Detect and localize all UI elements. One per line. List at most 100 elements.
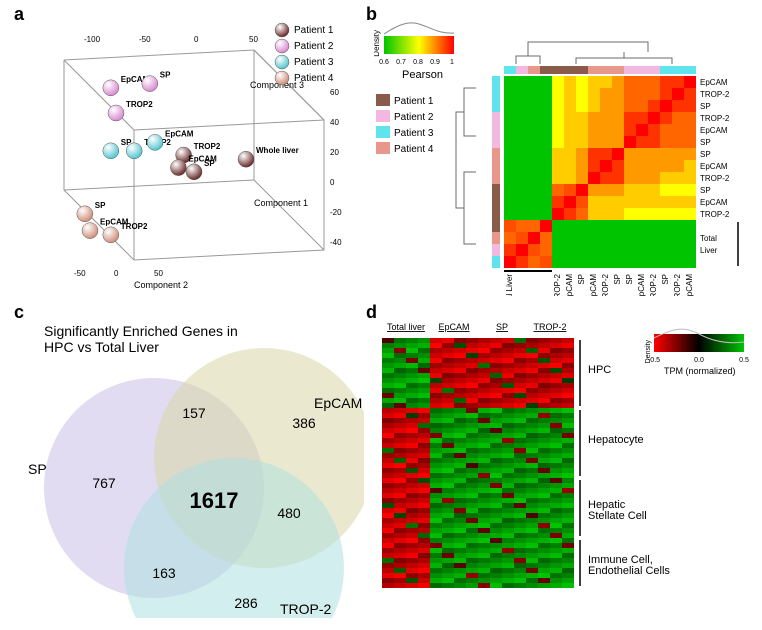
heatmap-cell — [660, 136, 672, 148]
expr-cell — [382, 543, 394, 548]
expr-cell — [466, 548, 478, 553]
heatmap-cell — [660, 196, 672, 208]
expr-cell — [502, 493, 514, 498]
heatmap-cell — [648, 76, 660, 88]
expr-cell — [466, 558, 478, 563]
heatmap-cell — [504, 160, 516, 172]
heatmap-cell — [612, 160, 624, 172]
row-patient-strip — [492, 172, 500, 184]
expr-cell — [514, 358, 526, 363]
expr-cell — [454, 383, 466, 388]
expr-cell — [406, 528, 418, 533]
expr-cell — [490, 418, 502, 423]
heatmap-cell — [528, 148, 540, 160]
heatmap-cell — [528, 112, 540, 124]
expr-cell — [550, 513, 562, 518]
expr-cell — [406, 428, 418, 433]
heatmap-cell — [648, 160, 660, 172]
expr-cell — [406, 383, 418, 388]
heatmap-cell — [648, 100, 660, 112]
expr-cell — [514, 493, 526, 498]
heatmap-cell — [600, 220, 612, 232]
heatmap-cell — [612, 100, 624, 112]
expr-cell — [418, 368, 430, 373]
expr-cell — [550, 583, 562, 588]
expr-cell — [442, 508, 454, 513]
expr-cell — [478, 493, 490, 498]
heatmap-cell — [504, 76, 516, 88]
patient-label: Patient 4 — [394, 144, 434, 155]
expr-cell — [514, 413, 526, 418]
expr-cell — [418, 423, 430, 428]
expr-cell — [406, 358, 418, 363]
legend-label: Patient 1 — [294, 25, 334, 36]
expr-cell — [490, 488, 502, 493]
expr-cell — [526, 508, 538, 513]
heatmap-cell — [672, 208, 684, 220]
expr-cell — [538, 578, 550, 583]
expr-cell — [526, 468, 538, 473]
expr-cell — [442, 463, 454, 468]
heatmap-cell — [540, 148, 552, 160]
expr-cell — [406, 468, 418, 473]
heatmap-cell — [684, 100, 696, 112]
heatmap-cell — [516, 172, 528, 184]
expr-cell — [550, 388, 562, 393]
heatmap-cell — [552, 76, 564, 88]
expr-cell — [442, 483, 454, 488]
scatter-point — [186, 164, 202, 180]
expr-cell — [418, 343, 430, 348]
expr-cell — [430, 428, 442, 433]
expr-cell — [454, 508, 466, 513]
heatmap-cell — [672, 148, 684, 160]
expr-cell — [454, 423, 466, 428]
expr-cell — [550, 453, 562, 458]
expr-cell — [466, 508, 478, 513]
heatmap-cell — [528, 196, 540, 208]
expr-cell — [478, 488, 490, 493]
heatmap-cell — [636, 112, 648, 124]
expr-cell — [514, 518, 526, 523]
expr-cell — [478, 438, 490, 443]
expr-cell — [562, 578, 574, 583]
expr-cell — [478, 533, 490, 538]
expr-cell — [550, 418, 562, 423]
heatmap-cell — [552, 124, 564, 136]
expr-cell — [382, 413, 394, 418]
expr-cell — [406, 538, 418, 543]
expr-cell — [538, 573, 550, 578]
expr-cell — [394, 353, 406, 358]
expr-cell — [406, 368, 418, 373]
expr-cell — [454, 513, 466, 518]
expr-cell — [406, 398, 418, 403]
col-group-label: EpCAM — [438, 322, 469, 332]
expr-cell — [394, 468, 406, 473]
expr-cell — [478, 483, 490, 488]
expr-cell — [454, 538, 466, 543]
expr-cell — [502, 363, 514, 368]
axis-z-tick: -40 — [330, 238, 342, 247]
heatmap-cell — [600, 184, 612, 196]
heatmap-cell — [684, 208, 696, 220]
heatmap-cell — [588, 100, 600, 112]
expr-cell — [490, 463, 502, 468]
expr-cell — [514, 398, 526, 403]
expr-cell — [382, 438, 394, 443]
heatmap-cell — [588, 76, 600, 88]
expr-cell — [406, 423, 418, 428]
expr-cell — [550, 488, 562, 493]
expr-cell — [466, 388, 478, 393]
expr-cell — [418, 503, 430, 508]
expr-cell — [394, 538, 406, 543]
expr-cell — [478, 578, 490, 583]
expr-cell — [538, 403, 550, 408]
expr-cell — [406, 568, 418, 573]
col-patient-strip — [588, 66, 600, 74]
heatmap-cell — [576, 76, 588, 88]
row-label: Liver — [700, 246, 718, 255]
expr-cell — [514, 388, 526, 393]
expr-cell — [430, 473, 442, 478]
heatmap-cell — [576, 148, 588, 160]
expr-cell — [490, 348, 502, 353]
expr-cell — [382, 383, 394, 388]
